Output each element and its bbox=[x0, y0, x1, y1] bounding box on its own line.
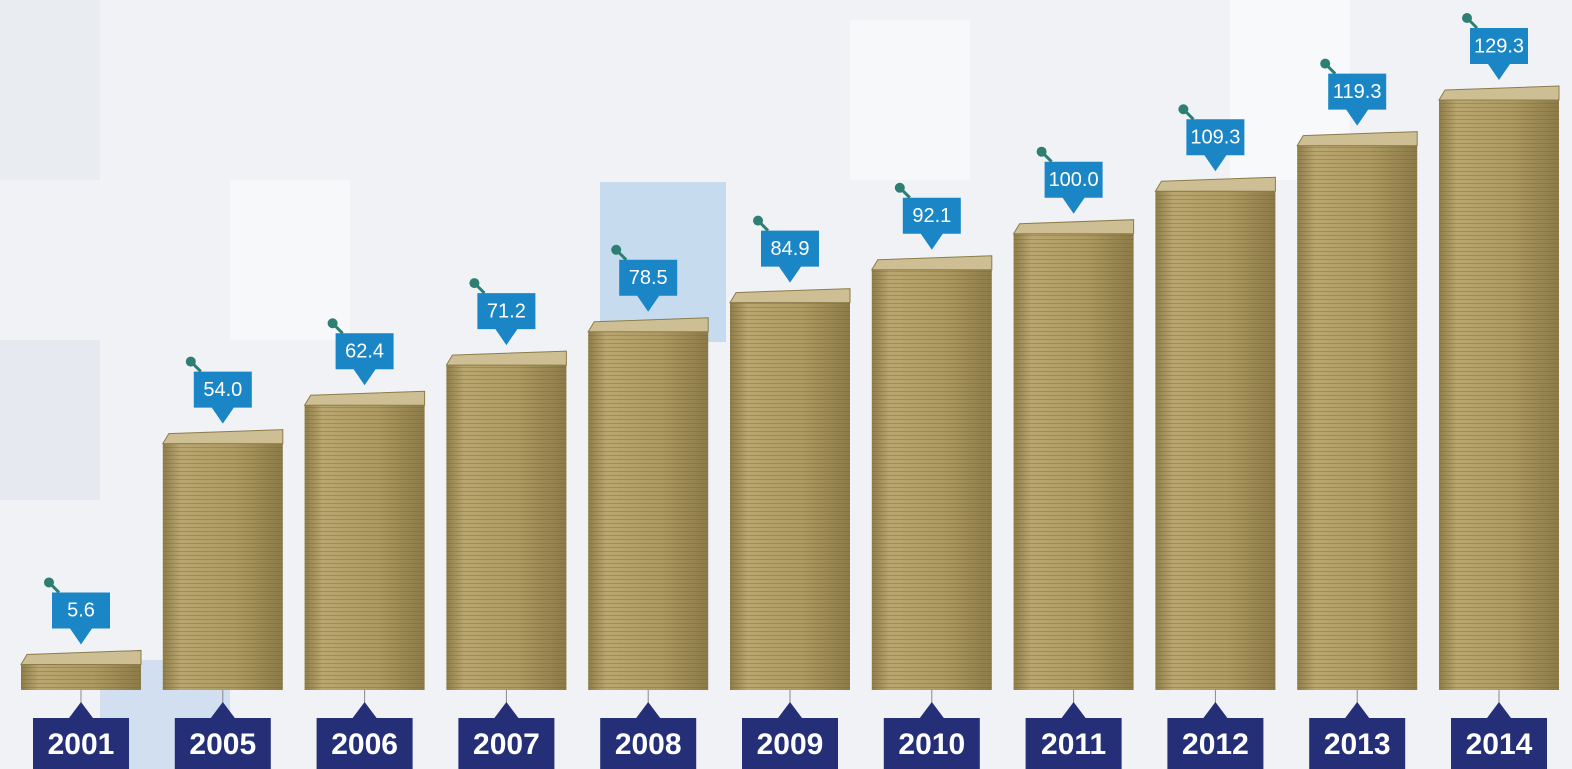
bar-top bbox=[870, 255, 993, 271]
pin-needle bbox=[756, 219, 770, 232]
pin-needle bbox=[47, 581, 61, 594]
bar-texture bbox=[871, 269, 992, 690]
category-box bbox=[1167, 702, 1264, 769]
category-box bbox=[883, 702, 980, 769]
bar-texture bbox=[588, 331, 709, 690]
category-box bbox=[33, 702, 129, 769]
value-label: 62.4 bbox=[345, 341, 384, 363]
category-box bbox=[458, 702, 555, 769]
x-tick-label: 2001 bbox=[48, 728, 115, 761]
bar-texture bbox=[1297, 145, 1418, 690]
x-tick-label: 2012 bbox=[1182, 728, 1249, 761]
pin-needle bbox=[615, 248, 628, 261]
pin-needle bbox=[898, 186, 911, 199]
value-label: 84.9 bbox=[771, 238, 810, 260]
bar-texture bbox=[730, 302, 850, 690]
pin-needle bbox=[1465, 16, 1479, 30]
category-box bbox=[1451, 702, 1547, 769]
category-box bbox=[1309, 702, 1406, 769]
bar-texture bbox=[162, 443, 283, 690]
value-label: 92.1 bbox=[912, 205, 951, 227]
bar-texture bbox=[304, 405, 425, 690]
value-label: 119.3 bbox=[1333, 81, 1382, 103]
value-callout bbox=[1044, 161, 1103, 214]
category-box bbox=[742, 702, 838, 769]
x-tick-label: 2005 bbox=[189, 728, 256, 761]
x-tick-label: 2007 bbox=[473, 728, 540, 761]
value-label: 78.5 bbox=[629, 267, 668, 289]
bar-top bbox=[729, 288, 851, 304]
value-label: 54.0 bbox=[203, 379, 242, 401]
value-label: 129.3 bbox=[1474, 35, 1524, 57]
pin-needle bbox=[1040, 150, 1053, 163]
x-tick-label: 2010 bbox=[898, 728, 965, 761]
bar-top bbox=[1438, 85, 1560, 101]
pin-needle bbox=[1324, 62, 1337, 75]
value-label: 5.6 bbox=[67, 600, 95, 622]
pin-needle bbox=[331, 322, 344, 335]
value-callout bbox=[1470, 28, 1528, 80]
value-callout bbox=[52, 592, 110, 645]
bar-top bbox=[161, 429, 284, 445]
x-tick-label: 2011 bbox=[1041, 728, 1106, 761]
bar-top bbox=[1012, 219, 1135, 235]
category-box bbox=[600, 702, 697, 769]
value-label: 71.2 bbox=[487, 300, 526, 322]
plot: 5.6 2001 54.0 2005 62.4 2006 71.2 2007 78.5 2008 8… bbox=[20, 13, 1560, 769]
pin-needle bbox=[189, 360, 202, 373]
x-tick-label: 2013 bbox=[1324, 728, 1391, 761]
category-box bbox=[174, 702, 271, 769]
pin-needle bbox=[473, 282, 486, 295]
bar-top bbox=[20, 649, 142, 665]
x-tick-label: 2009 bbox=[757, 728, 824, 761]
category-box bbox=[316, 702, 413, 769]
value-label: 100.0 bbox=[1049, 169, 1099, 191]
value-callout bbox=[619, 259, 678, 312]
bar-top bbox=[1154, 176, 1276, 192]
bar-top bbox=[1296, 131, 1418, 147]
value-callout bbox=[761, 230, 819, 283]
bar-texture bbox=[1155, 191, 1276, 691]
value-callout bbox=[1328, 73, 1387, 126]
pin-needle bbox=[1182, 108, 1195, 121]
bar-top bbox=[303, 390, 426, 406]
value-callout bbox=[477, 293, 536, 346]
value-label: 109.3 bbox=[1190, 127, 1240, 149]
value-callout bbox=[335, 333, 394, 386]
x-tick-label: 2008 bbox=[615, 728, 682, 761]
bar-top bbox=[587, 317, 709, 333]
bar-texture bbox=[446, 365, 567, 690]
bar-top bbox=[445, 350, 567, 366]
value-callout bbox=[902, 197, 961, 250]
value-callout bbox=[1186, 119, 1245, 172]
bar-texture bbox=[1013, 233, 1134, 690]
bar-texture bbox=[1439, 100, 1559, 690]
x-tick-label: 2006 bbox=[331, 728, 398, 761]
value-callout bbox=[193, 371, 252, 424]
x-tick-label: 2014 bbox=[1466, 728, 1533, 761]
bar-texture bbox=[21, 664, 141, 690]
category-box bbox=[1025, 702, 1122, 769]
